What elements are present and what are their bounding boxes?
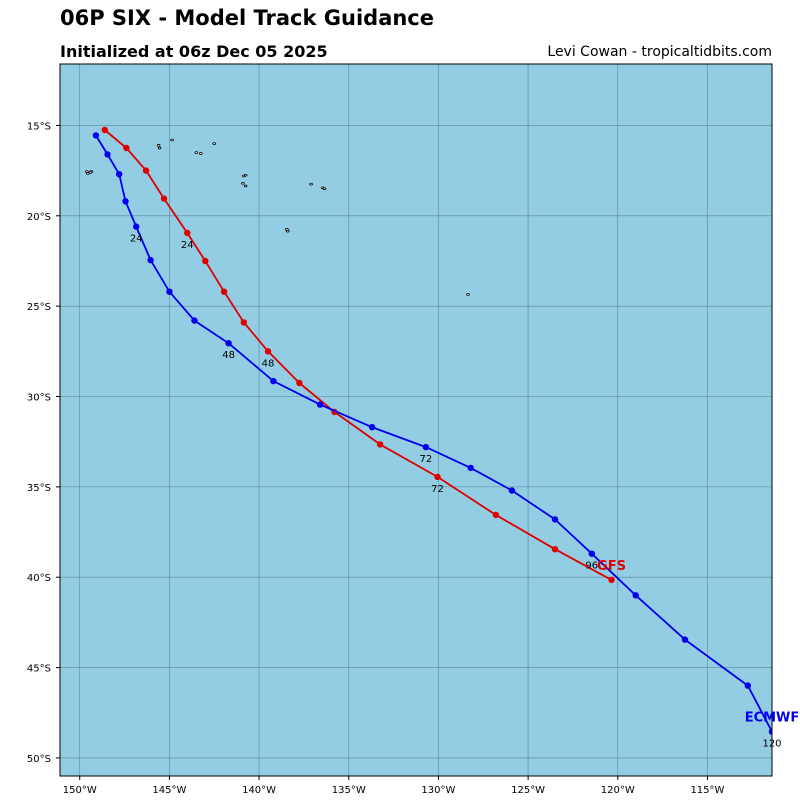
lat-tick-label: 30°S	[27, 393, 51, 404]
ecmwf-track-point	[104, 151, 111, 158]
gfs-track-point	[434, 473, 441, 481]
chart-subtitle: Initialized at 06z Dec 05 2025	[60, 42, 328, 61]
ecmwf-track-point	[467, 464, 474, 472]
ecmwf-track-point	[191, 317, 198, 324]
island	[157, 146, 162, 150]
map-frame	[59, 63, 773, 777]
ecmwf-time-label: 120	[762, 739, 781, 750]
ecmwf-track-point	[166, 288, 173, 295]
island	[85, 172, 90, 175]
track-layer	[92, 126, 772, 735]
island	[243, 173, 248, 177]
island-layer	[85, 138, 470, 296]
lon-tick-label: 115°W	[690, 785, 724, 796]
lon-tick-label: 135°W	[332, 785, 366, 796]
ecmwf-track-point	[316, 401, 324, 408]
lat-tick-label: 15°S	[27, 121, 51, 132]
axis-ticks: 150°W 145°W 140°W 135°W 130°W 125°W 120°W 115°W…	[27, 121, 725, 796]
lat-tick-label: 40°S	[27, 573, 51, 584]
gfs-track-point	[551, 546, 559, 553]
ecmwf-track-point	[588, 550, 595, 557]
ecmwf-track-point	[133, 223, 140, 230]
lat-tick-label: 35°S	[27, 483, 51, 494]
gfs-track-point	[240, 319, 247, 326]
gfs-track-point	[376, 441, 384, 448]
gfs-track-point	[123, 144, 130, 152]
gfs-track-point	[160, 195, 168, 202]
island	[466, 293, 470, 296]
lon-tick-label: 145°W	[152, 785, 186, 796]
credit-text: Levi Cowan - tropicaltidbits.com	[547, 44, 772, 60]
island	[322, 187, 327, 190]
gfs-track-point	[142, 167, 150, 174]
gfs-track-point	[184, 229, 191, 237]
ecmwf-track-point	[681, 636, 689, 643]
gfs-track-point	[101, 126, 109, 134]
gfs-track-point	[264, 348, 272, 355]
island	[198, 152, 203, 155]
lon-tick-label: 130°W	[421, 785, 455, 796]
ecmwf-track-point	[744, 682, 751, 689]
ecmwf-track-point	[225, 340, 232, 347]
gfs-track-point	[296, 379, 303, 387]
ecmwf-track-point	[92, 132, 100, 139]
ecmwf-track-point	[368, 424, 376, 431]
gfs-model-label: GFS	[597, 559, 626, 574]
ocean-background	[60, 64, 772, 776]
ecmwf-track-point	[768, 728, 772, 735]
lat-tick-label: 25°S	[27, 302, 51, 313]
ecmwf-track-point	[551, 516, 559, 523]
island	[194, 151, 199, 154]
ecmwf-track-point	[632, 592, 639, 599]
lon-tick-label: 140°W	[242, 785, 276, 796]
island	[212, 142, 217, 145]
ecmwf-time-label: 48	[222, 350, 235, 361]
ecmwf-track-point	[122, 198, 129, 205]
ecmwf-model-label: ECMWF	[745, 711, 800, 726]
ecmwf-track-point	[270, 377, 277, 385]
gfs-time-label: 72	[431, 484, 444, 495]
gfs-track-point	[492, 511, 499, 519]
island	[309, 182, 313, 186]
ecmwf-track-point	[422, 443, 430, 451]
ecmwf-time-label: 24	[130, 234, 143, 245]
ecmwf-track-point	[508, 487, 516, 494]
track-labels: 24 48 72 GFS 24 48 72 96 120 ECMWF	[130, 234, 799, 750]
ecmwf-time-label: 96	[585, 561, 598, 572]
lat-tick-label: 20°S	[27, 212, 51, 223]
chart-title: 06P SIX - Model Track Guidance	[60, 6, 435, 30]
island	[241, 181, 245, 185]
lat-tick-label: 50°S	[27, 754, 51, 765]
gfs-track-line	[104, 129, 612, 581]
lon-tick-label: 125°W	[511, 785, 545, 796]
ecmwf-time-label: 72	[420, 454, 433, 465]
island	[156, 144, 161, 147]
gfs-time-label: 24	[181, 240, 194, 251]
island	[243, 184, 248, 188]
lon-tick-label: 120°W	[601, 785, 635, 796]
gfs-track-point	[608, 576, 615, 584]
gfs-track-point	[202, 257, 209, 265]
island	[170, 138, 174, 142]
graticule	[60, 64, 772, 776]
gfs-time-label: 48	[262, 358, 275, 369]
lat-tick-label: 45°S	[27, 664, 51, 675]
island	[285, 229, 290, 233]
lon-tick-label: 150°W	[63, 785, 97, 796]
gfs-track-point	[220, 288, 228, 295]
ecmwf-track-point	[147, 256, 154, 264]
ecmwf-track-point	[116, 171, 123, 178]
